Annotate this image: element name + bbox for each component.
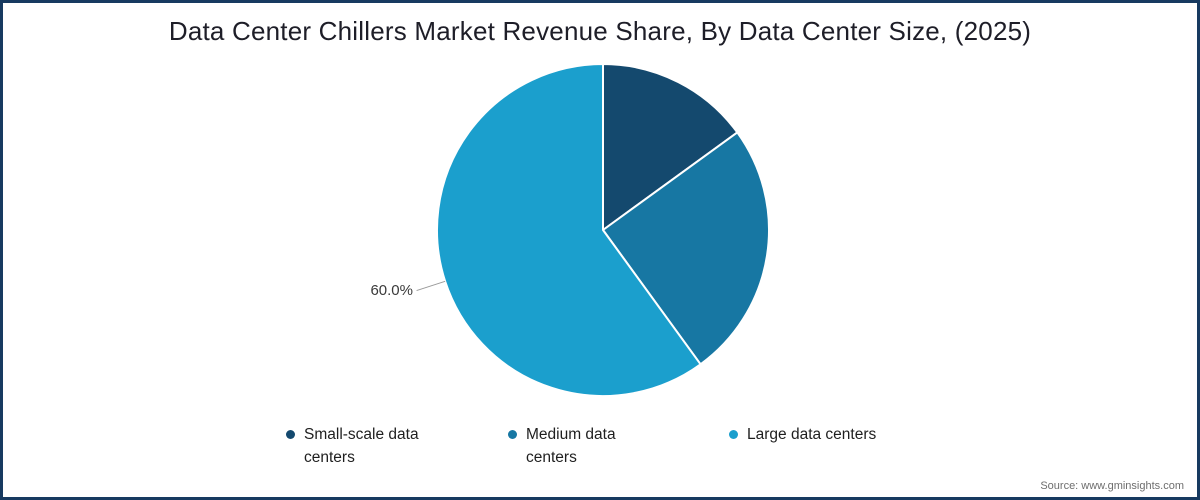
legend-item-small-scale-data-centers[interactable]: Small-scale data centers (286, 423, 454, 469)
legend-marker-large-icon (729, 430, 738, 439)
legend-item-medium-data-centers[interactable]: Medium data centers (508, 423, 646, 469)
legend-label-small-scale: Small-scale data centers (304, 426, 419, 466)
legend-item-large-data-centers[interactable]: Large data centers (729, 423, 876, 446)
data-label-leader-line (416, 280, 446, 292)
pie-slice-0[interactable] (602, 63, 739, 231)
legend-marker-medium-icon (508, 430, 517, 439)
chart-title: Data Center Chillers Market Revenue Shar… (168, 16, 1032, 46)
legend-marker-small-scale-icon (286, 430, 295, 439)
legend-label-large: Large data centers (747, 426, 877, 443)
pie-chart[interactable] (3, 3, 1200, 500)
legend-label-medium: Medium data centers (526, 426, 616, 466)
pie-slice-1[interactable] (602, 131, 770, 366)
pie-data-label: 60.0% (370, 282, 413, 299)
pie-slice-2[interactable] (436, 63, 702, 397)
source-attribution: Source: www.gminsights.com (1040, 480, 1184, 492)
